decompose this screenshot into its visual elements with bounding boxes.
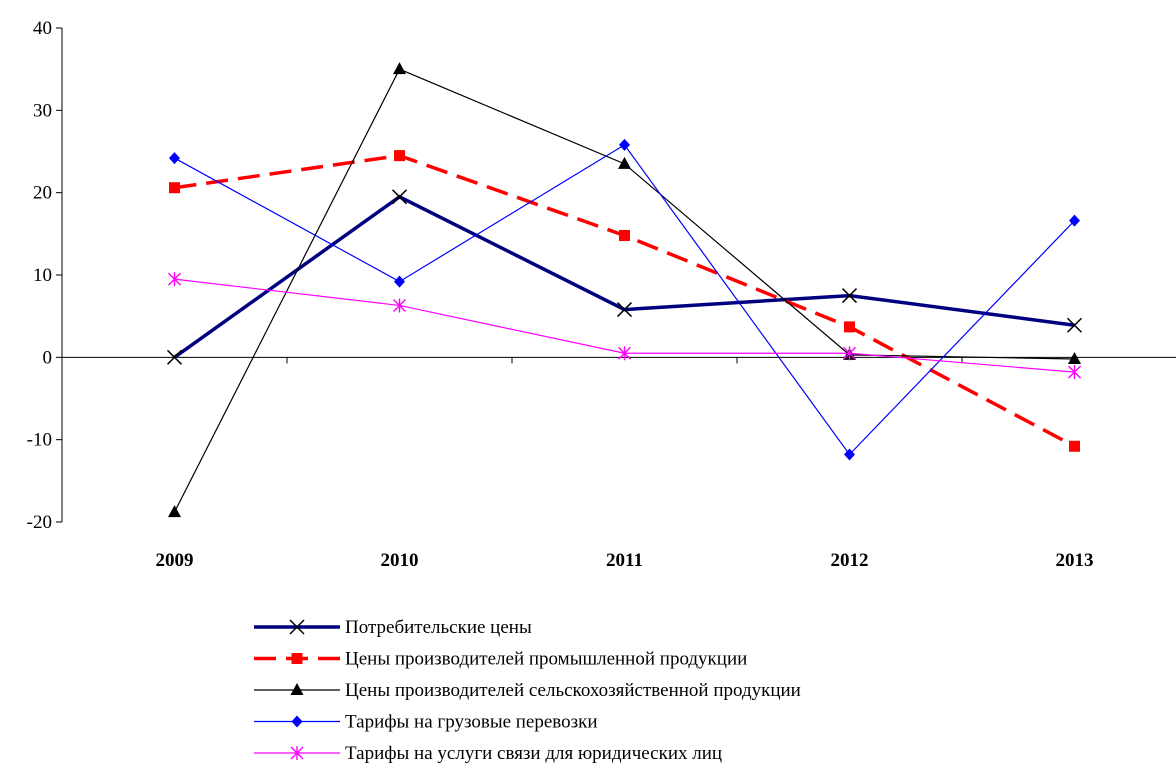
legend-marker (289, 619, 305, 635)
legend-item-2: Цены производителей сельскохозяйственной… (254, 680, 801, 701)
data-point (393, 62, 406, 75)
series-3 (169, 138, 1080, 461)
data-point (618, 346, 631, 361)
square-marker-shape (844, 321, 855, 333)
y-tick-label: 10 (33, 265, 52, 286)
diamond-marker-shape (619, 138, 630, 151)
asterisk-marker-shape (1068, 365, 1081, 380)
x-marker-shape (289, 619, 305, 635)
legend-marker (291, 653, 303, 664)
diamond-marker-shape (394, 275, 405, 288)
series-line-3 (174, 144, 1075, 456)
diamond-marker-shape (1069, 214, 1080, 227)
x-tick-label: 2013 (1056, 550, 1094, 571)
diamond-marker-shape (291, 715, 303, 728)
legend-label: Цены производителей сельскохозяйственной… (345, 680, 801, 701)
data-point (166, 349, 183, 365)
y-tick-label: -10 (27, 430, 52, 451)
data-point (618, 156, 631, 169)
data-point (168, 272, 181, 287)
data-point (169, 182, 180, 194)
x-marker-shape (1066, 317, 1083, 333)
x-tick-label: 2012 (831, 550, 869, 571)
x-tick-label: 2010 (381, 550, 419, 571)
asterisk-marker-shape (618, 346, 631, 361)
data-point (619, 138, 630, 151)
x-marker-shape (166, 349, 183, 365)
series-line-1 (174, 153, 1076, 448)
data-point (394, 150, 405, 162)
asterisk-marker-shape (393, 298, 406, 313)
data-point (844, 321, 855, 333)
data-point (168, 505, 181, 518)
data-point (393, 298, 406, 313)
legend-label: Тарифы на грузовые перевозки (345, 712, 598, 733)
legend-label: Цены производителей промышленной продукц… (345, 649, 747, 670)
series-4 (168, 272, 1081, 380)
series-2 (168, 62, 1081, 518)
data-point (394, 275, 405, 288)
data-point (841, 288, 858, 304)
triangle-marker-shape (1068, 351, 1081, 364)
triangle-marker-shape (618, 156, 631, 169)
asterisk-marker-shape (290, 746, 304, 760)
asterisk-marker-shape (843, 346, 856, 361)
data-point (391, 189, 408, 205)
data-point (1068, 351, 1081, 364)
x-tick-label: 2011 (606, 550, 643, 571)
legend-label: Тарифы на услуги связи для юридических л… (345, 743, 722, 764)
legend-marker (290, 746, 304, 760)
data-point (843, 346, 856, 361)
y-tick-label: -20 (27, 512, 52, 533)
series-line-2 (173, 68, 1075, 513)
x-marker-shape (391, 189, 408, 205)
data-point (1069, 440, 1080, 452)
chart-axes: -20 -10 0 10 20 30 40 2009 2010 2011 2012 2013 (27, 18, 1176, 571)
triangle-marker-shape (290, 683, 304, 695)
chart-legend: Потребительские цены Цены производителей … (254, 617, 801, 764)
data-point (844, 448, 855, 461)
y-tick-label: 30 (33, 100, 52, 121)
square-marker-shape (394, 150, 405, 162)
triangle-marker-shape (168, 505, 181, 518)
square-marker-shape (291, 653, 303, 664)
y-tick-label: 40 (33, 18, 52, 39)
x-marker-shape (841, 288, 858, 304)
legend-item-1: Цены производителей промышленной продукц… (254, 649, 747, 670)
y-tick-label: 0 (43, 347, 53, 368)
y-tick-label: 20 (33, 183, 52, 204)
data-point (619, 229, 630, 241)
series-1 (169, 150, 1080, 452)
triangle-marker-shape (393, 62, 406, 75)
square-marker-shape (169, 182, 180, 194)
legend-label: Потребительские цены (345, 617, 532, 638)
legend-marker (290, 683, 304, 695)
asterisk-marker-shape (168, 272, 181, 287)
legend-item-4: Тарифы на услуги связи для юридических л… (254, 743, 722, 764)
legend-marker (291, 715, 303, 728)
diamond-marker-shape (169, 152, 180, 165)
square-marker-shape (619, 229, 630, 241)
diamond-marker-shape (844, 448, 855, 461)
x-marker-shape (616, 302, 633, 318)
series-0 (166, 189, 1083, 365)
square-marker-shape (1069, 440, 1080, 452)
x-tick-label: 2009 (156, 550, 194, 571)
data-point (1069, 214, 1080, 227)
legend-item-0: Потребительские цены (254, 617, 532, 638)
data-point (1068, 365, 1081, 380)
data-point (616, 302, 633, 318)
data-point (1066, 317, 1083, 333)
series-line-0 (173, 194, 1075, 359)
chart-series (166, 62, 1083, 518)
legend-item-3: Тарифы на грузовые перевозки (254, 712, 598, 733)
data-point (169, 152, 180, 165)
